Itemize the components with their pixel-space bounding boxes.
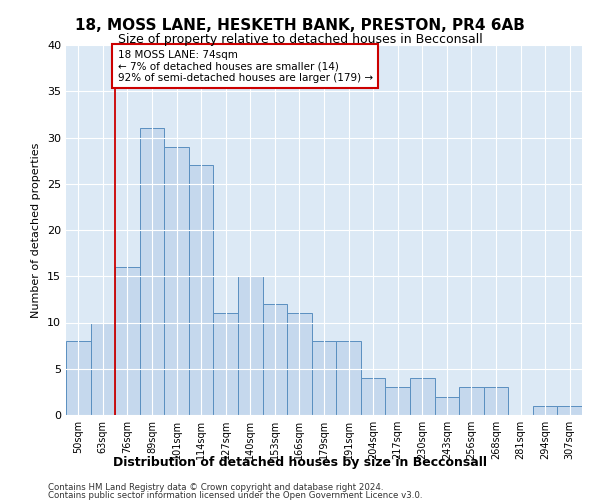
Bar (459, 387, 484, 415)
Bar (140, 128, 164, 415)
Bar (263, 304, 287, 415)
Text: Contains HM Land Registry data © Crown copyright and database right 2024.: Contains HM Land Registry data © Crown c… (48, 483, 383, 492)
Bar (336, 341, 361, 415)
Bar (214, 313, 238, 415)
Bar (287, 313, 312, 415)
Bar (385, 387, 410, 415)
Text: Size of property relative to detached houses in Becconsall: Size of property relative to detached ho… (118, 32, 482, 46)
Bar (434, 396, 459, 415)
Bar (533, 406, 557, 415)
Bar (484, 387, 508, 415)
Y-axis label: Number of detached properties: Number of detached properties (31, 142, 41, 318)
Bar (91, 322, 115, 415)
Text: Contains public sector information licensed under the Open Government Licence v3: Contains public sector information licen… (48, 490, 422, 500)
Bar (361, 378, 385, 415)
Bar (189, 165, 214, 415)
Text: Distribution of detached houses by size in Becconsall: Distribution of detached houses by size … (113, 456, 487, 469)
Text: 18 MOSS LANE: 74sqm
← 7% of detached houses are smaller (14)
92% of semi-detache: 18 MOSS LANE: 74sqm ← 7% of detached hou… (118, 50, 373, 83)
Bar (238, 276, 263, 415)
Bar (410, 378, 434, 415)
Bar (66, 341, 91, 415)
Bar (312, 341, 336, 415)
Bar (557, 406, 582, 415)
Bar (115, 267, 140, 415)
Text: 18, MOSS LANE, HESKETH BANK, PRESTON, PR4 6AB: 18, MOSS LANE, HESKETH BANK, PRESTON, PR… (75, 18, 525, 32)
Bar (164, 147, 189, 415)
